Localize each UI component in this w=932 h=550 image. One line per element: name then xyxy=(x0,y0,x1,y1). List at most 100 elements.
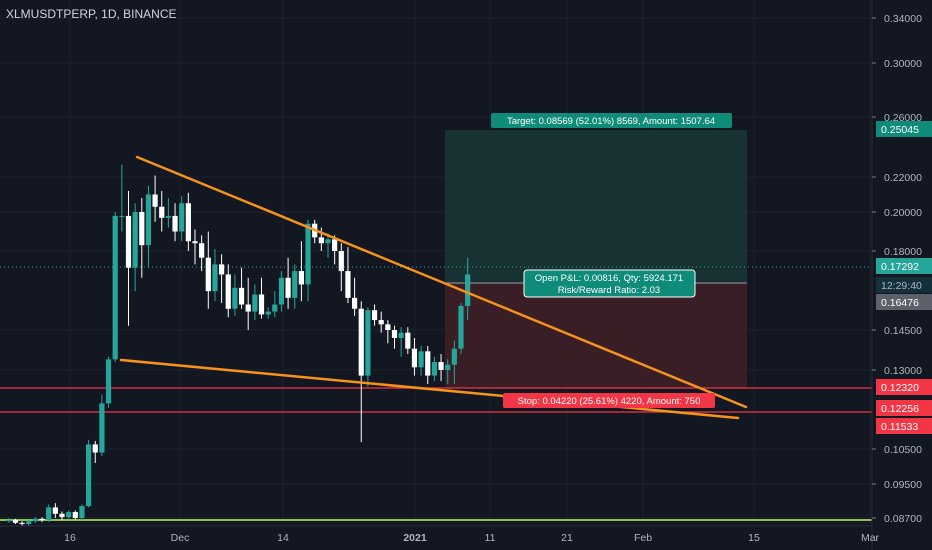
candle-body xyxy=(99,403,105,453)
candle-body xyxy=(358,308,364,376)
candle-body xyxy=(371,310,378,321)
trendlines-layer xyxy=(119,155,748,420)
candle-body xyxy=(345,271,351,298)
candle-body xyxy=(318,237,324,244)
candle-body xyxy=(105,359,112,404)
stop-label-box xyxy=(503,393,715,408)
price-tag xyxy=(876,121,932,137)
candle-body xyxy=(385,324,391,330)
candle-body xyxy=(145,194,152,246)
price-tag xyxy=(876,277,932,293)
candle-body xyxy=(272,304,278,312)
price-tag xyxy=(876,294,932,310)
candle-body xyxy=(451,348,457,365)
price-tag-label: 0.25045 xyxy=(881,124,919,136)
candles-layer xyxy=(6,164,471,526)
x-tick-label: Mar xyxy=(861,532,880,544)
position-labels: Target: 0.08569 (52.01%) 8569, Amount: 1… xyxy=(491,113,732,408)
candle-body xyxy=(225,274,231,309)
price-axis[interactable]: 0.340000.300000.260000.220000.200000.180… xyxy=(871,0,932,550)
x-tick-label: 14 xyxy=(277,532,289,544)
candle-body xyxy=(252,294,258,312)
target-label: Target: 0.08569 (52.01%) 8569, Amount: 1… xyxy=(491,113,732,128)
candle-body xyxy=(199,243,205,258)
chart-title: XLMUSDTPERP, 1D, BINANCE xyxy=(6,7,177,21)
candle-body xyxy=(119,215,125,217)
candle-body xyxy=(205,257,211,292)
candle-body xyxy=(46,507,52,520)
horizontal-lines xyxy=(0,387,872,521)
price-tag-label: 0.12320 xyxy=(881,382,919,394)
price-tag xyxy=(876,418,932,434)
candle-body xyxy=(232,287,238,309)
candle-body xyxy=(238,287,245,305)
target-zone xyxy=(445,130,747,283)
candle-body xyxy=(192,241,198,244)
price-tag-label: 0.12256 xyxy=(881,403,919,415)
trendline xyxy=(135,155,748,409)
candle-body xyxy=(39,518,45,520)
pnl-label-box xyxy=(523,269,696,298)
price-tag xyxy=(876,258,932,274)
candle-body xyxy=(458,305,464,349)
candle-body xyxy=(66,512,72,518)
y-tick-label: 0.34000 xyxy=(884,13,922,25)
candle-body xyxy=(79,506,85,518)
candle-body xyxy=(245,304,251,312)
candle-body xyxy=(305,223,311,285)
candle-body xyxy=(219,264,225,275)
y-tick-label: 0.18000 xyxy=(884,246,922,258)
candle-body xyxy=(465,274,471,306)
candle-body xyxy=(352,297,358,309)
candle-body xyxy=(398,332,404,338)
candle-body xyxy=(332,239,338,251)
pnl-label-line1: Open P&L: 0.00816, Qty: 5924.171 xyxy=(535,273,683,284)
candle-body xyxy=(32,518,38,522)
price-tag xyxy=(876,400,932,416)
stop-label-text: Stop: 0.04220 (25.61%) 4220, Amount: 750 xyxy=(518,396,701,407)
candle-body xyxy=(26,521,32,524)
candle-body xyxy=(418,351,424,368)
candle-body xyxy=(19,522,25,524)
candle-body xyxy=(365,310,371,376)
candle-body xyxy=(258,294,265,315)
candle-body xyxy=(278,277,285,305)
candle-body xyxy=(425,351,431,376)
candle-body xyxy=(172,215,178,232)
y-tick-label: 0.22000 xyxy=(884,172,922,184)
stop-label: Stop: 0.04220 (25.61%) 4220, Amount: 750 xyxy=(503,393,715,408)
y-tick-label: 0.20000 xyxy=(884,207,922,219)
time-axis[interactable]: 16 Dec 14 2021 11 21 Feb 15 Mar xyxy=(0,525,880,544)
y-tick-label: 0.13000 xyxy=(884,365,922,377)
candle-body xyxy=(185,203,191,242)
y-tick-label: 0.10500 xyxy=(884,444,922,456)
candle-body xyxy=(139,212,145,246)
candle-body xyxy=(12,520,19,523)
x-tick-label: 11 xyxy=(485,532,496,544)
candle-body xyxy=(445,364,451,370)
candle-body xyxy=(72,512,78,518)
y-tick-label: 0.14500 xyxy=(884,325,922,337)
target-label-text: Target: 0.08569 (52.01%) 8569, Amount: 1… xyxy=(507,116,715,127)
candle-body xyxy=(265,311,271,315)
price-tag-label: 0.16476 xyxy=(881,297,919,309)
candle-body xyxy=(132,212,138,268)
candle-body xyxy=(438,362,444,370)
candle-body xyxy=(179,203,185,232)
candle-body xyxy=(165,215,171,218)
candle-body xyxy=(159,206,165,218)
candle-body xyxy=(59,513,65,518)
candle-body xyxy=(405,332,411,349)
candle-body xyxy=(92,444,98,453)
y-tick-label: 0.09500 xyxy=(884,479,922,491)
y-tick-label: 0.08700 xyxy=(884,513,922,525)
candle-body xyxy=(431,362,437,376)
candle-body xyxy=(298,271,304,285)
pnl-label: Open P&L: 0.00816, Qty: 5924.171Risk/Rew… xyxy=(523,269,696,298)
x-tick-label: 2021 xyxy=(403,532,427,544)
y-tick-label: 0.30000 xyxy=(884,58,922,70)
candle-body xyxy=(52,507,58,514)
x-tick-label: 21 xyxy=(561,532,573,544)
candle-body xyxy=(325,239,331,244)
